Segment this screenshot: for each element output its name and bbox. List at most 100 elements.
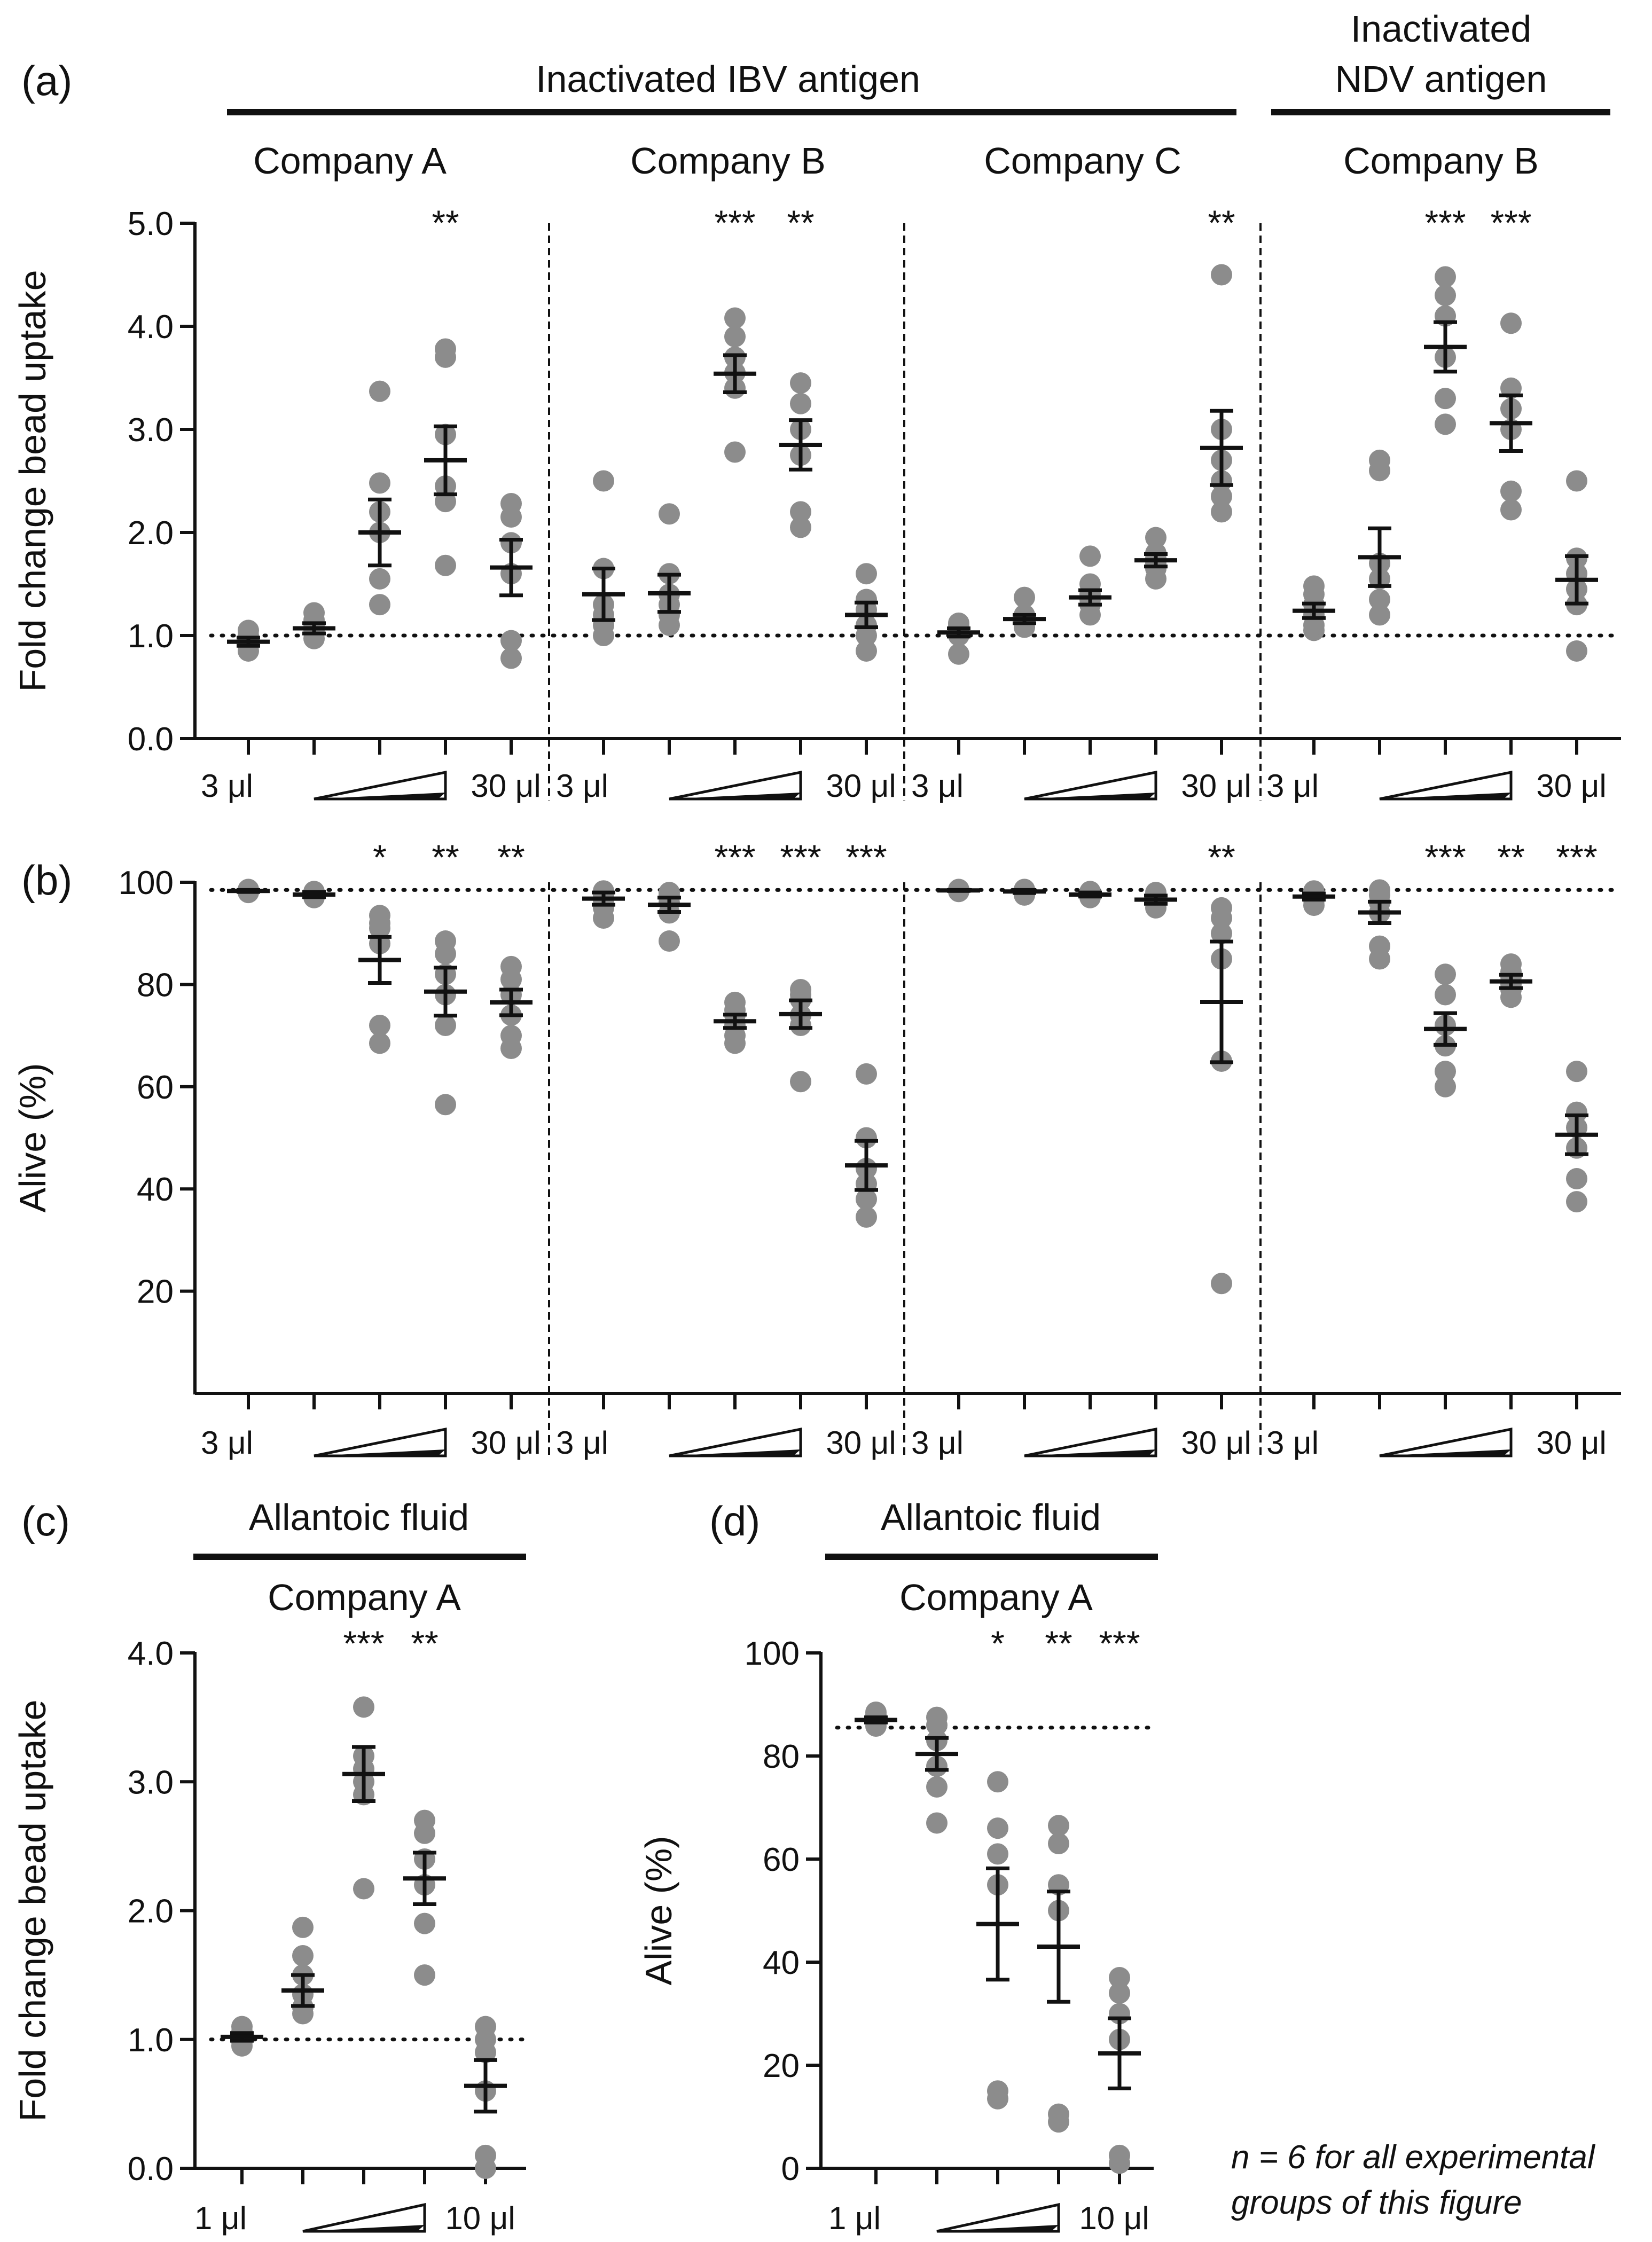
panel-a-significance-label: *** <box>1424 203 1466 242</box>
panel-b-x-high-label: 30 μl <box>826 1425 896 1461</box>
panel-a-x-low-label: 3 μl <box>1266 768 1319 804</box>
panel-c-y-tick-label: 0.0 <box>128 2151 174 2188</box>
panel-c-y-tick-label: 3.0 <box>128 1764 174 1801</box>
panel-c-x-low-label: 1 μl <box>194 2200 247 2236</box>
panel-a-data-point <box>1145 527 1166 548</box>
panel-d-data-point <box>987 1843 1008 1865</box>
panel-d-y-tick-label: 60 <box>763 1841 800 1878</box>
panel-a-data-point <box>790 516 811 538</box>
panel-b-significance-label: *** <box>1556 837 1597 877</box>
panel-a-data-point <box>724 307 746 329</box>
panel-d-data-point <box>1109 1966 1130 1988</box>
panel-a-data-point <box>1435 388 1456 410</box>
panel-b-significance-label: *** <box>1424 837 1466 877</box>
panel-a-data-point <box>790 393 811 414</box>
group-title-company-c: Company C <box>984 140 1181 182</box>
panel-c-y-tick-label: 2.0 <box>128 1893 174 1930</box>
header-ndv-line1: Inactivated <box>1351 8 1532 50</box>
panel-a-data-point <box>1435 413 1456 435</box>
panel-b-data-point <box>856 1127 877 1149</box>
panel-d-y-label: Alive (%) <box>638 1836 679 1985</box>
panel-a-x-low-label: 3 μl <box>556 768 608 804</box>
panel-d-y-tick-label: 100 <box>745 1635 800 1672</box>
panel-d-data-point <box>926 1706 948 1728</box>
panel-a-data-point <box>948 643 969 665</box>
panel-c-significance-label: ** <box>411 1624 438 1663</box>
panel-a-data-point <box>500 630 522 652</box>
panel-a-data-point <box>1303 575 1325 597</box>
panel-b-data-point <box>1369 879 1390 901</box>
panel-a-data-point <box>1566 640 1587 662</box>
panel-a-data-point <box>238 620 259 641</box>
panel-a-data-point <box>856 563 877 585</box>
panel-b-data-point <box>435 1094 456 1116</box>
panel-c-x-high-label: 10 μl <box>445 2200 515 2236</box>
static-layer: (a) (b) (c) (d) Inactivated IBV antigen … <box>21 8 1610 2221</box>
panel-c-data-point <box>475 2144 496 2166</box>
footnote-line-1: n = 6 for all experimental <box>1231 2139 1596 2176</box>
panel-d-x-high-label: 10 μl <box>1079 2200 1149 2236</box>
panel-b-x-high-label: 30 μl <box>471 1425 541 1461</box>
panel-b-dose-wedge-fill <box>669 1449 801 1456</box>
panel-a-x-high-label: 30 μl <box>1181 768 1251 804</box>
panel-a-y-tick-label: 1.0 <box>128 618 174 655</box>
panel-b-y-tick-label: 40 <box>137 1171 174 1208</box>
panel-a-y-tick-label: 0.0 <box>128 721 174 758</box>
panel-c-y-tick-label: 4.0 <box>128 1635 174 1672</box>
panel-label-a: (a) <box>21 57 72 104</box>
panel-c-y-label: Fold change bead uptake <box>12 1699 53 2121</box>
panel-a-data-point <box>369 594 390 616</box>
subheader-d: Company A <box>899 1577 1093 1618</box>
panel-d-dose-wedge-fill <box>937 2225 1059 2231</box>
panel-a-data-point <box>435 554 456 576</box>
panel-a-data-point <box>1500 499 1522 521</box>
panel-d-y-tick-label: 80 <box>763 1738 800 1775</box>
panel-d-significance-label: * <box>991 1624 1005 1663</box>
panel-c-significance-label: *** <box>343 1624 384 1663</box>
panel-b-significance-label: * <box>373 837 387 877</box>
panel-b-data-point <box>1435 1061 1456 1083</box>
group-title-company-b: Company B <box>630 140 826 182</box>
panel-a-dose-wedge-fill <box>669 793 801 799</box>
panel-c-data-point <box>414 1912 435 1934</box>
panel-a-significance-label: ** <box>1208 203 1235 242</box>
panel-c-data-point <box>292 1945 314 1966</box>
panel-a-data-point <box>1566 470 1587 492</box>
panel-b-data-point <box>1211 897 1232 919</box>
panel-b-data-point <box>1369 935 1390 957</box>
header-d: Allantoic fluid <box>881 1496 1101 1538</box>
panel-b-x-low-label: 3 μl <box>556 1425 608 1461</box>
panel-d-data-point <box>926 1812 948 1834</box>
panel-b-data-point <box>790 978 811 1000</box>
panel-b-data-point <box>724 991 746 1013</box>
panel-a-data-point <box>1369 604 1390 626</box>
panel-b-data-point <box>856 1188 877 1210</box>
panel-a-data-point <box>303 602 325 624</box>
panel-a-data-point <box>724 326 746 348</box>
panel-b-y-tick-label: 60 <box>137 1069 174 1106</box>
panel-a-x-high-label: 30 μl <box>471 768 541 804</box>
panel-b-dose-wedge-fill <box>1024 1449 1156 1456</box>
panel-b-data-point <box>369 905 390 927</box>
panel-a-data-point <box>369 472 390 494</box>
panel-a-data-point <box>724 441 746 463</box>
panel-b-y-tick-label: 80 <box>137 967 174 1004</box>
panel-b-data-point <box>1566 1191 1587 1213</box>
panel-b-x-low-label: 3 μl <box>201 1425 253 1461</box>
panel-b-data-point <box>435 930 456 952</box>
panel-a-significance-label: ** <box>432 203 459 242</box>
panel-c-data-point <box>414 1809 435 1831</box>
panel-a-significance-label: *** <box>1490 203 1531 242</box>
panel-label-c: (c) <box>21 1498 70 1545</box>
panel-a-data-point <box>1014 586 1035 608</box>
panel-c-data-point <box>475 2016 496 2037</box>
panel-d-y-tick-label: 0 <box>781 2151 800 2188</box>
panel-b-data-point <box>1566 1101 1587 1123</box>
panel-label-b: (b) <box>21 857 72 904</box>
panel-a-data-point <box>1500 377 1522 399</box>
panel-c-y-tick-label: 1.0 <box>128 2022 174 2059</box>
panel-b-significance-label: *** <box>780 837 821 877</box>
panel-b-data-point <box>435 1014 456 1036</box>
panel-b-significance-label: ** <box>432 837 459 877</box>
panel-b-data-point <box>1500 953 1522 975</box>
